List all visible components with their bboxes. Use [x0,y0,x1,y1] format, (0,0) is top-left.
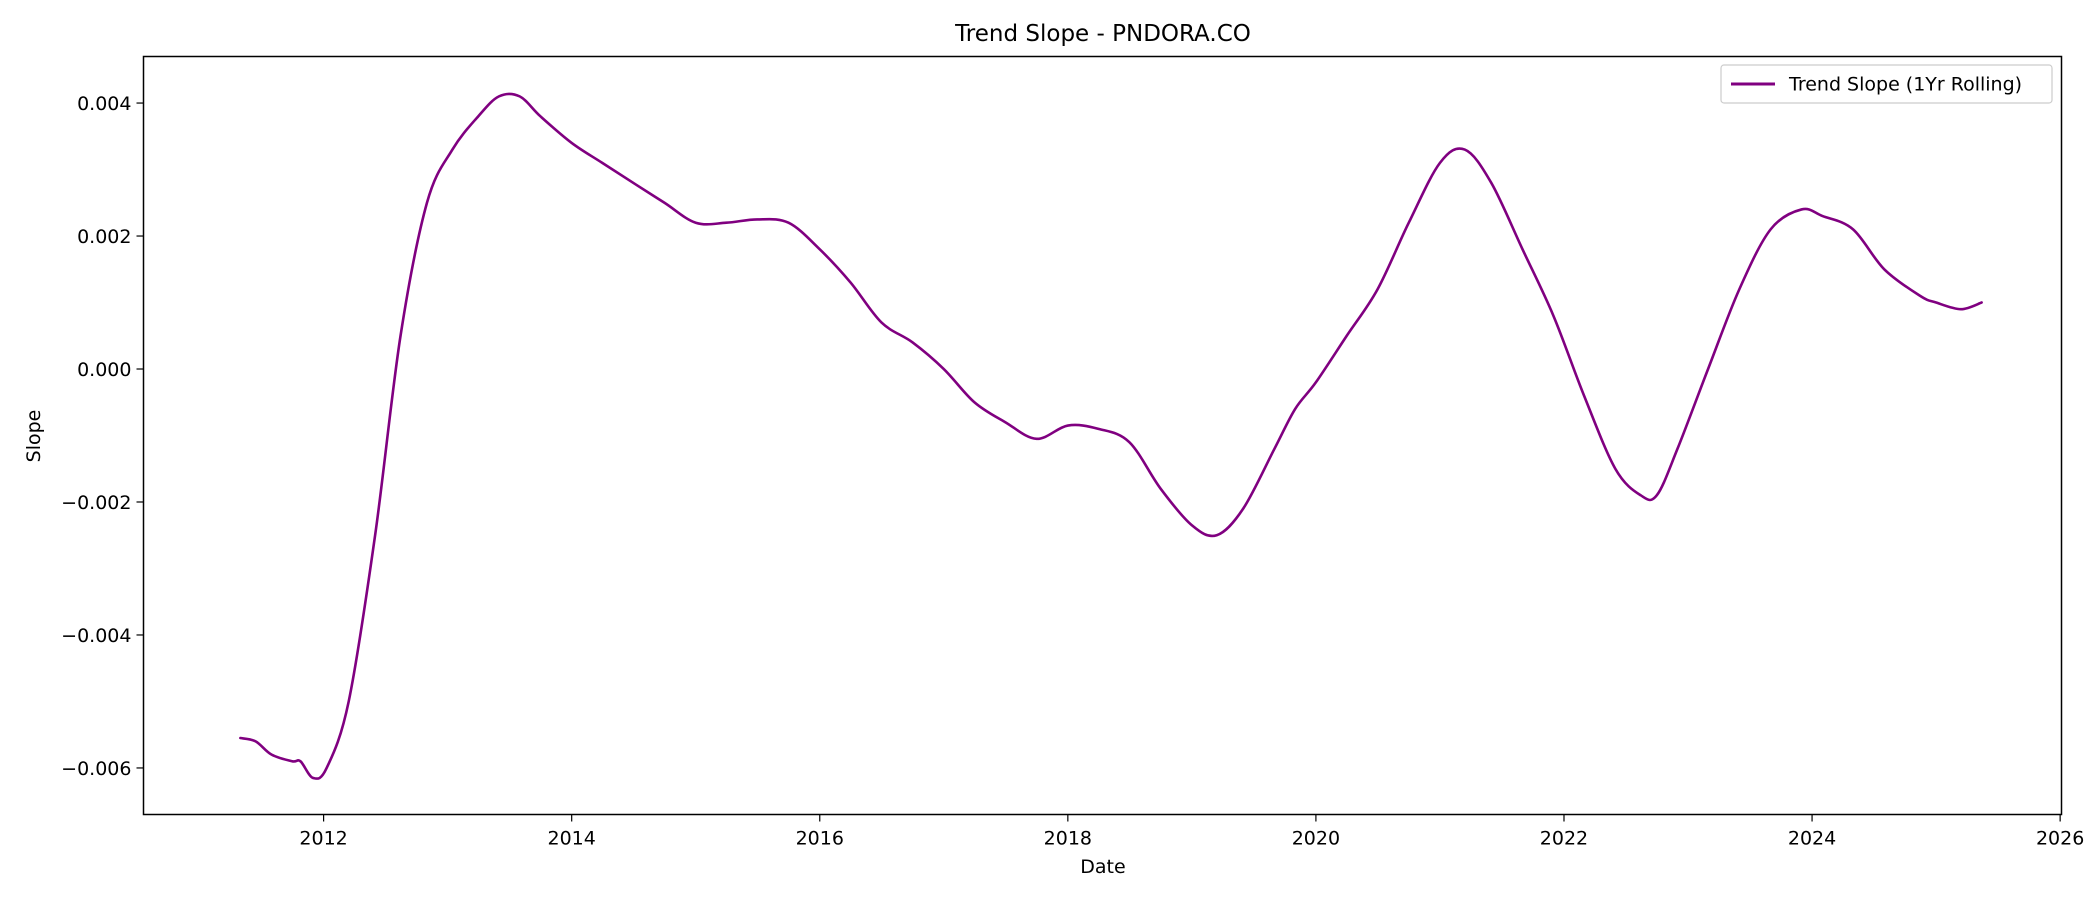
legend-label: Trend Slope (1Yr Rolling) [1788,74,2022,96]
y-tick-label: 0.004 [77,93,131,115]
x-tick-label: 2018 [1044,828,1092,850]
x-tick-label: 2022 [1540,828,1588,850]
x-tick-label: 2016 [796,828,844,850]
x-tick-label: 2024 [1788,828,1836,850]
x-tick-label: 2026 [2036,828,2084,850]
y-tick-label: −0.002 [61,492,131,514]
y-axis-label: Slope [23,410,45,463]
x-axis-label: Date [1080,856,1125,878]
y-tick-label: −0.006 [61,758,131,780]
series-layer [239,92,1983,780]
y-axis: −0.006 −0.004 −0.002 0.000 0.002 0.004 [61,93,144,780]
legend: Trend Slope (1Yr Rolling) [1720,64,2053,104]
x-tick-label: 2012 [299,828,347,850]
series-line-trend-slope [239,92,1983,780]
y-tick-label: 0.002 [77,226,131,248]
y-tick-label: −0.004 [61,625,131,647]
x-tick-label: 2014 [548,828,596,850]
plot-area-frame [142,55,2063,816]
x-axis: 2012 2014 2016 2018 2020 2022 2024 2026 [299,814,2084,850]
y-tick-label: 0.000 [77,359,131,381]
chart-title: Trend Slope - PNDORA.CO [954,21,1251,47]
legend-box [1720,64,2053,104]
x-tick-label: 2020 [1292,828,1340,850]
